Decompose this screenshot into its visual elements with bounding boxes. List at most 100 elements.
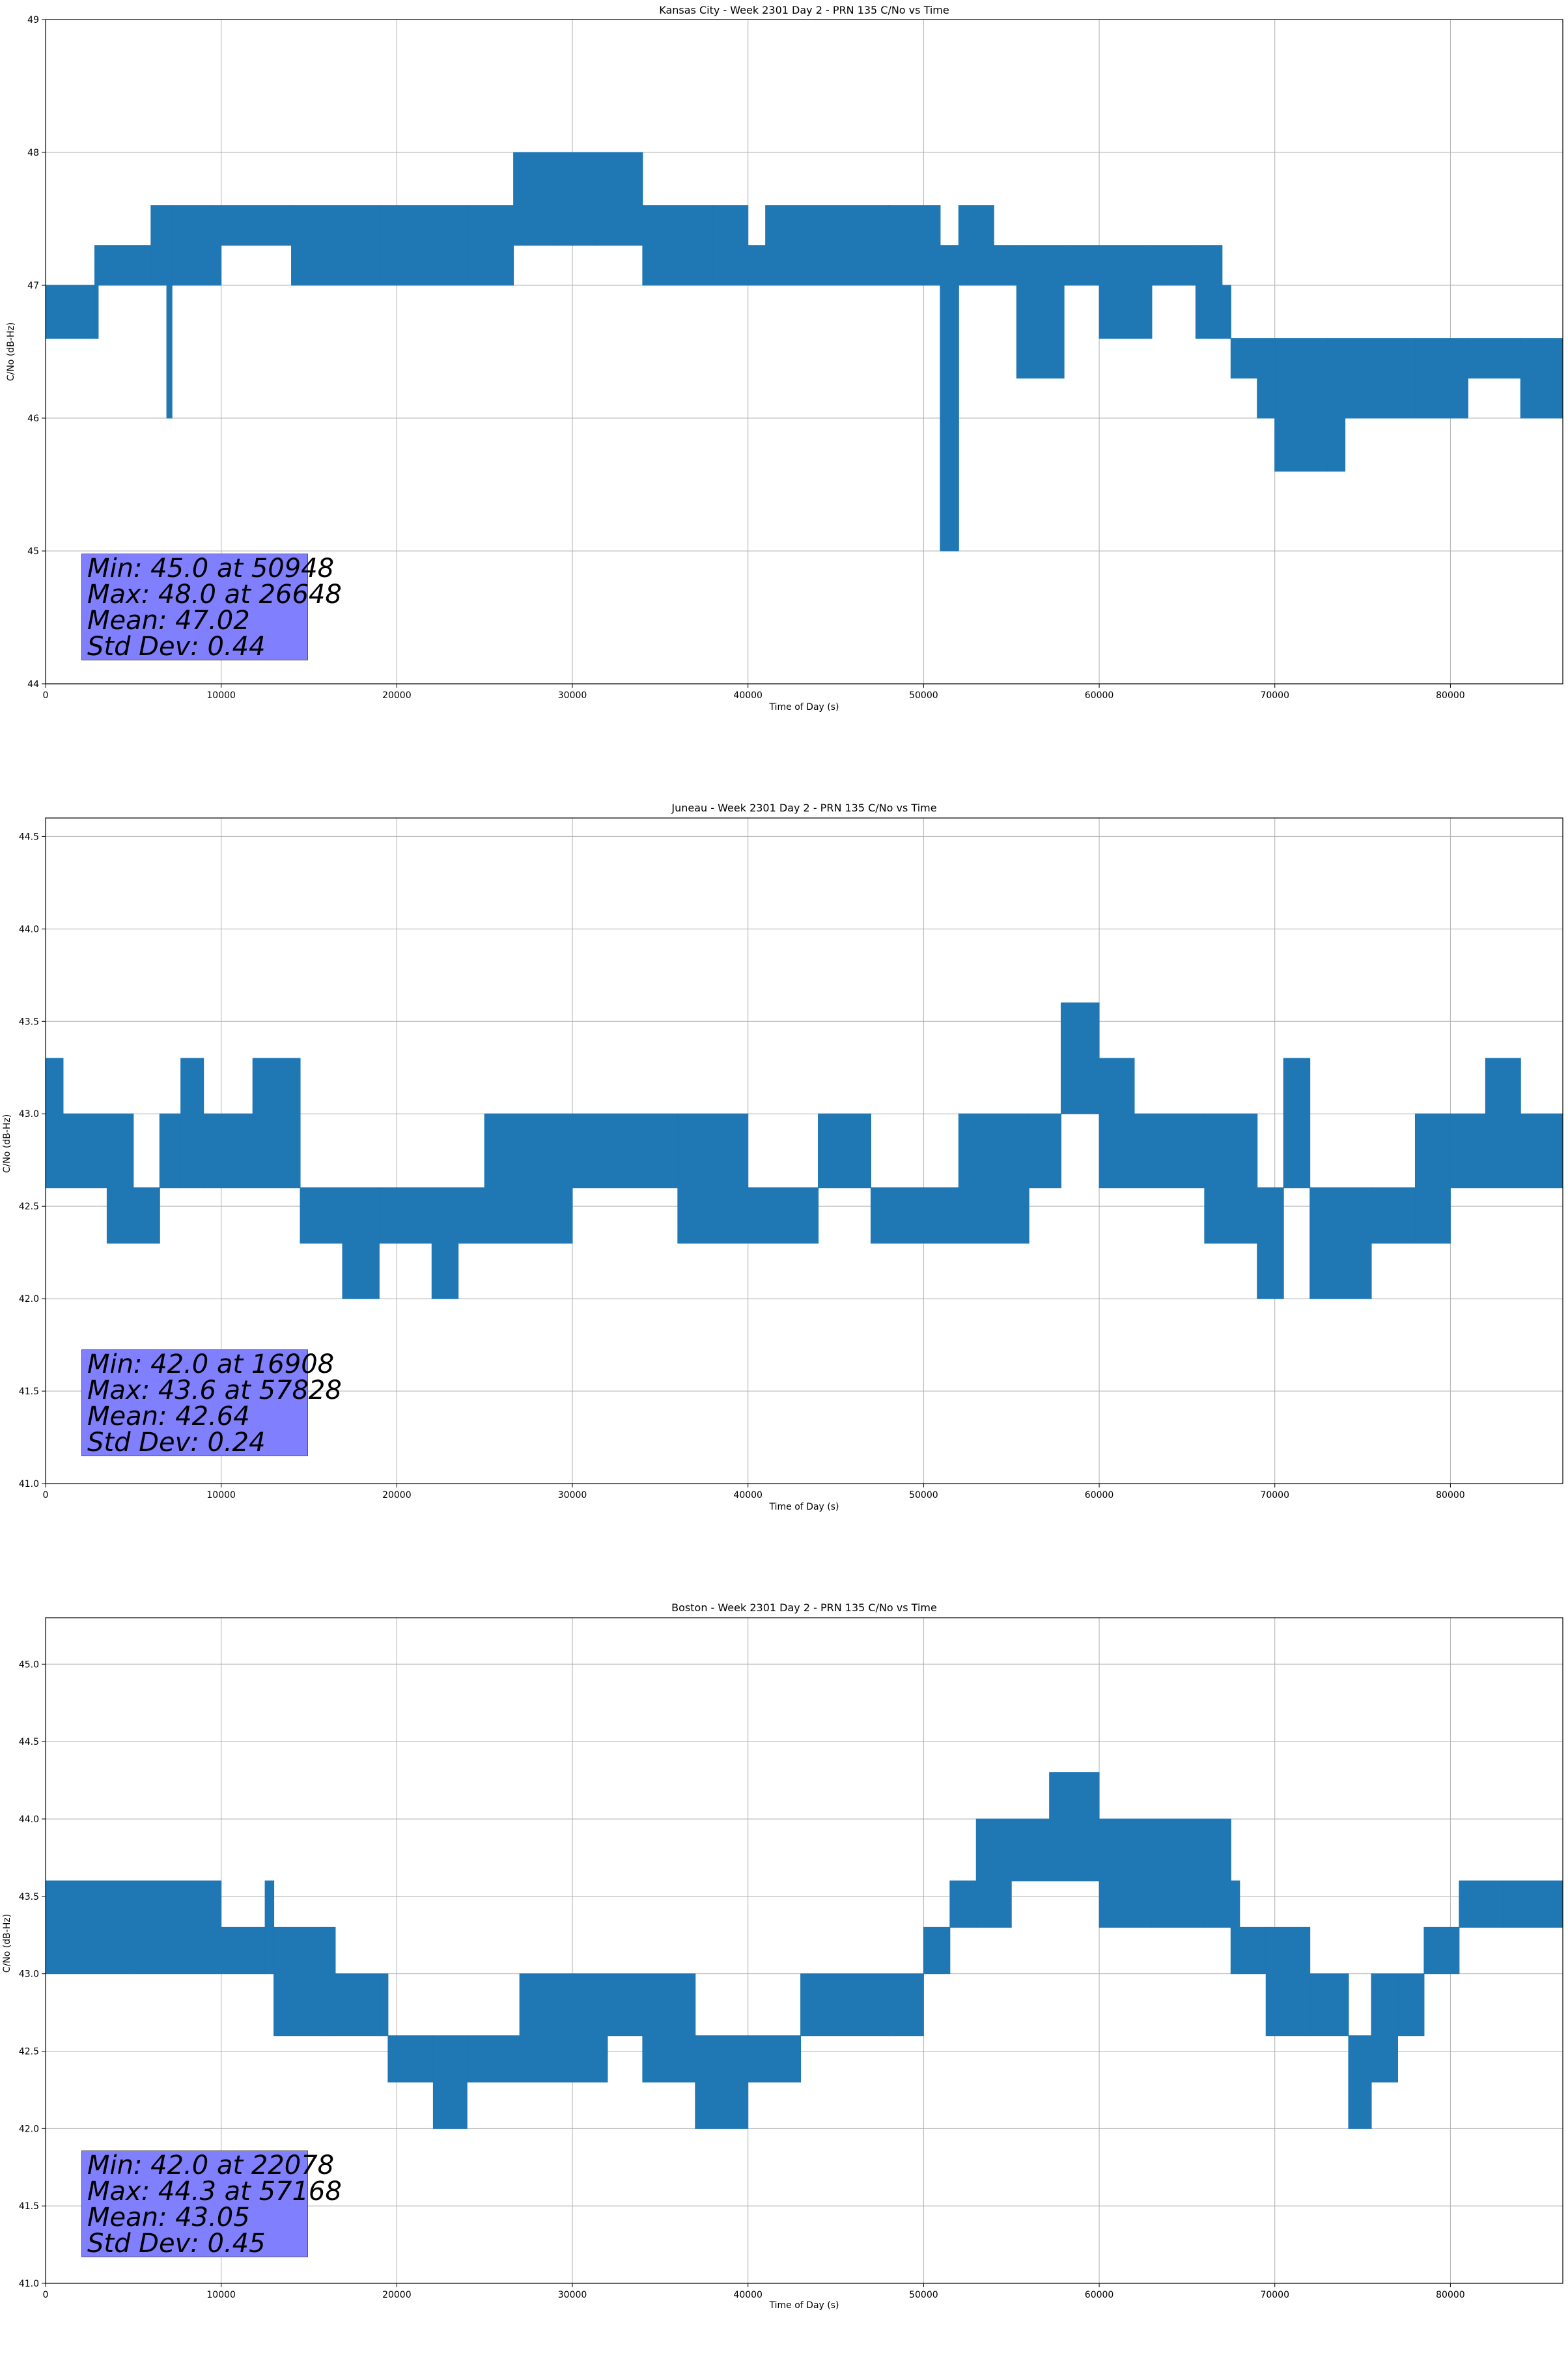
- stat-mean: Mean: 47.02: [87, 606, 250, 636]
- y-tick-label: 43.0: [19, 1109, 39, 1120]
- data-segment: [748, 2035, 802, 2083]
- data-segment: [677, 1113, 749, 1244]
- data-segment: [607, 1973, 643, 2037]
- data-segment: [1265, 1926, 1311, 2037]
- data-segment: [1204, 1113, 1258, 1244]
- data-segment: [1449, 1113, 1486, 1189]
- y-tick-label: 46: [27, 414, 39, 424]
- data-segment: [45, 1058, 64, 1189]
- x-tick-label: 0: [43, 690, 49, 701]
- data-segment: [519, 1973, 608, 2083]
- data-segment: [133, 1880, 222, 1975]
- data-segment: [342, 1187, 380, 1299]
- data-segment: [993, 245, 1017, 286]
- y-tick-label: 43.5: [19, 1017, 39, 1027]
- y-tick-label: 47: [27, 281, 39, 291]
- x-axis-label: Time of Day (s): [769, 702, 839, 712]
- data-segment: [1414, 338, 1468, 419]
- data-segment: [958, 205, 994, 286]
- data-segment: [484, 1113, 573, 1244]
- data-segment: [642, 205, 714, 286]
- data-segment: [1060, 1002, 1100, 1114]
- data-segment: [150, 205, 167, 286]
- y-tick-label: 41.5: [19, 2201, 39, 2212]
- x-tick-label: 70000: [1260, 690, 1289, 701]
- data-segment: [1011, 1818, 1050, 1882]
- y-axis-label: C/No (dB-Hz): [2, 1114, 13, 1174]
- data-segment: [264, 1880, 275, 1975]
- data-segment: [1049, 1772, 1100, 1882]
- data-segment: [1099, 1058, 1135, 1189]
- y-tick-label: 44.0: [19, 1814, 39, 1825]
- x-tick-label: 60000: [1085, 690, 1114, 701]
- axes-frame: [45, 1617, 1563, 2284]
- data-segment: [378, 1187, 432, 1244]
- data-segment: [1345, 338, 1416, 419]
- data-segment: [166, 205, 173, 419]
- data-segment: [1204, 1818, 1231, 1928]
- plot-area: 0 10000 20000 30000 40000 50000 60000 70000 8000…: [19, 817, 1563, 1501]
- x-tick-label: 20000: [382, 690, 412, 701]
- data-segment: [595, 152, 643, 246]
- y-tick-label: 42.0: [19, 2124, 39, 2134]
- data-segment: [45, 1880, 134, 1975]
- data-segment: [98, 245, 152, 286]
- x-tick-label: 30000: [558, 690, 587, 701]
- data-segment: [1257, 1187, 1284, 1299]
- data-segment: [975, 1818, 1012, 1928]
- y-tick-label: 45.0: [19, 1659, 39, 1670]
- y-tick-label: 41.5: [19, 1387, 39, 1397]
- data-segment: [695, 2035, 749, 2129]
- data-segment: [1327, 338, 1346, 472]
- y-axis-label: C/No (dB-Hz): [2, 1913, 13, 1973]
- data-segment: [748, 245, 766, 286]
- data-segment: [1151, 245, 1196, 286]
- data-segment: [1016, 245, 1065, 379]
- chart-panel-boston: Boston - Week 2301 Day 2 - PRN 135 C/No …: [0, 1600, 1568, 2368]
- stats-box: Min: 42.0 at 16908 Max: 43.6 at 57828 Me…: [81, 1349, 342, 1456]
- y-tick-label: 45: [27, 546, 39, 557]
- x-tick-label: 10000: [206, 2290, 236, 2300]
- x-tick-label: 50000: [909, 690, 938, 701]
- y-tick-label: 43.0: [19, 1969, 39, 1980]
- stats-box: Min: 42.0 at 22078 Max: 44.3 at 57168 Me…: [81, 2150, 342, 2257]
- data-segment: [1134, 1113, 1205, 1189]
- data-segment: [1309, 1973, 1349, 2037]
- data-segment: [748, 1187, 819, 1244]
- data-segment: [940, 245, 959, 552]
- chart-panel-kansas-city: Kansas City - Week 2301 Day 2 - PRN 135 …: [0, 0, 1568, 768]
- data-segment: [958, 1113, 1029, 1244]
- y-tick-label: 42.5: [19, 1202, 39, 1212]
- y-tick-label: 49: [27, 15, 39, 25]
- chart-panel-juneau: Juneau - Week 2301 Day 2 - PRN 135 C/No …: [0, 800, 1568, 1568]
- data-segment: [300, 1187, 343, 1244]
- data-segment: [1459, 1880, 1504, 1928]
- data-segment: [432, 2035, 468, 2129]
- data-segment: [273, 1926, 327, 2037]
- data-segment: [378, 1973, 389, 2037]
- data-segment: [1371, 1187, 1416, 1244]
- data-segment: [1274, 338, 1328, 472]
- data-segment: [513, 152, 555, 246]
- stat-mean: Mean: 42.64: [87, 1402, 250, 1431]
- data-segment: [180, 1058, 204, 1189]
- data-segment: [554, 152, 596, 246]
- x-tick-label: 40000: [733, 690, 763, 701]
- data-series: [45, 1772, 1563, 2129]
- x-tick-label: 10000: [206, 1490, 236, 1501]
- y-tick-label: 44.5: [19, 1737, 39, 1747]
- data-segment: [712, 205, 749, 286]
- data-segment: [387, 2035, 434, 2083]
- data-segment: [1414, 1113, 1451, 1244]
- x-tick-label: 80000: [1436, 690, 1465, 701]
- stat-min: Min: 42.0 at 22078: [87, 2150, 335, 2180]
- data-segment: [818, 1113, 871, 1189]
- data-segment: [133, 1187, 160, 1244]
- data-segment: [252, 1058, 301, 1189]
- data-segment: [171, 205, 213, 286]
- data-segment: [221, 205, 292, 246]
- data-segment: [818, 205, 889, 286]
- data-segment: [1485, 1058, 1521, 1189]
- axes-frame: [45, 817, 1563, 1484]
- data-segment: [1309, 1187, 1372, 1299]
